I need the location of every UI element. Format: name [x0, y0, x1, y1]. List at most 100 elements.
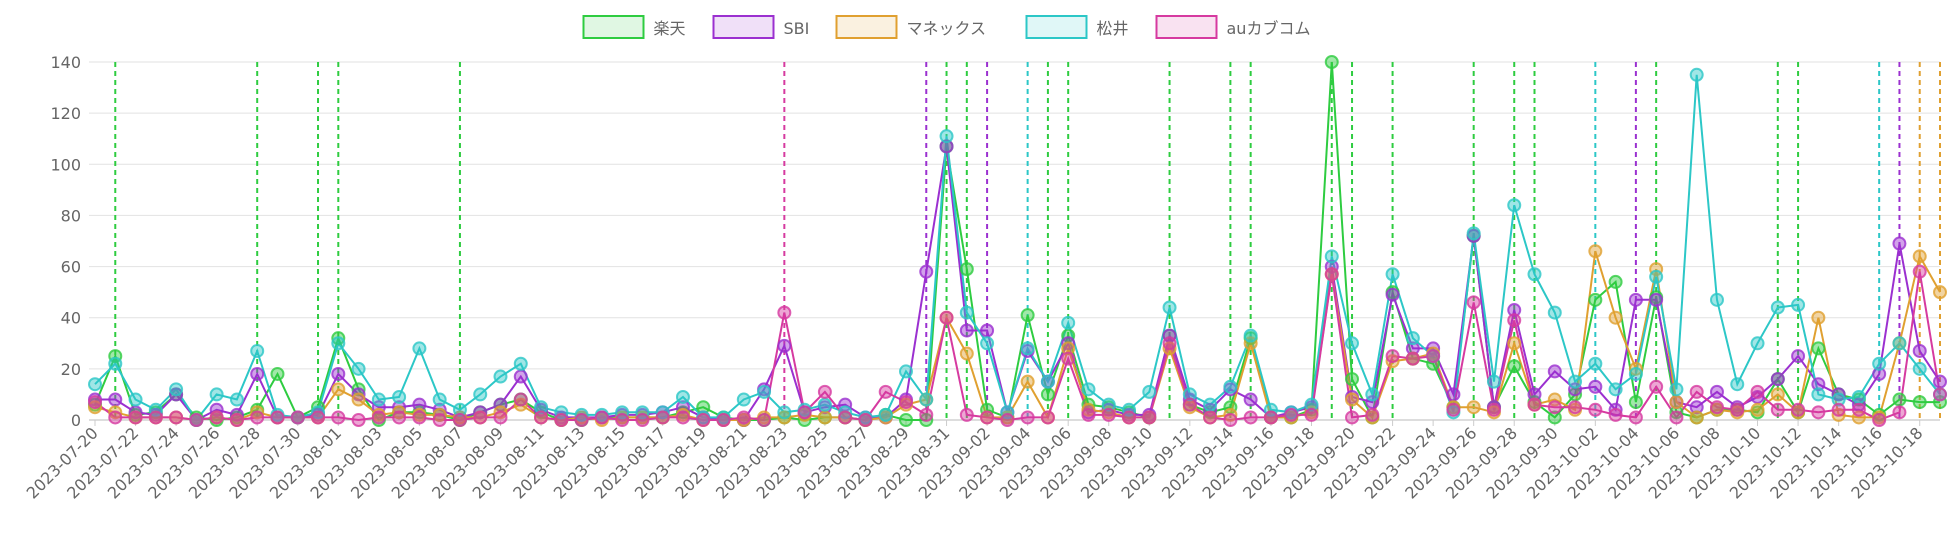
legend-label: auカブコム: [1227, 19, 1311, 38]
data-point: [1101, 397, 1116, 412]
data-point: [1568, 374, 1583, 389]
legend-swatch: [835, 15, 898, 39]
data-point: [1669, 395, 1684, 410]
data-point: [919, 264, 934, 279]
data-point: [1101, 407, 1116, 422]
data-point: [290, 410, 305, 425]
data-point: [513, 356, 528, 371]
data-point: [392, 410, 407, 425]
data-point: [1243, 328, 1258, 343]
data-point: [898, 364, 913, 379]
data-point: [1933, 285, 1947, 300]
data-point: [1324, 267, 1339, 282]
data-point: [1020, 374, 1035, 389]
data-point: [1243, 410, 1258, 425]
data-point: [1568, 400, 1583, 415]
legend-swatch: [582, 15, 645, 39]
data-point: [250, 366, 265, 381]
data-point: [959, 346, 974, 361]
data-point: [939, 310, 954, 325]
data-point: [371, 410, 386, 425]
data-point: [1527, 397, 1542, 412]
data-point: [655, 410, 670, 425]
data-point: [513, 392, 528, 407]
data-point: [757, 413, 772, 427]
data-point: [270, 410, 285, 425]
data-point: [1081, 407, 1096, 422]
data-point: [1142, 410, 1157, 425]
data-point: [169, 382, 184, 397]
data-point: [1709, 384, 1724, 399]
data-point: [1791, 402, 1806, 417]
data-point: [392, 389, 407, 404]
data-point: [980, 410, 995, 425]
data-point: [817, 384, 832, 399]
data-point: [473, 410, 488, 425]
data-point: [1020, 308, 1035, 323]
data-point: [1831, 392, 1846, 407]
data-point: [1466, 400, 1481, 415]
data-point: [1709, 400, 1724, 415]
data-point: [1912, 343, 1927, 358]
data-point: [1872, 413, 1887, 427]
data-point: [1608, 407, 1623, 422]
data-point: [88, 377, 102, 392]
data-point: [1527, 267, 1542, 282]
data-point: [1750, 384, 1765, 399]
data-point: [1446, 387, 1461, 402]
legend-swatch: [1025, 15, 1088, 39]
data-point: [1324, 249, 1339, 264]
legend-label: 松井: [1097, 19, 1129, 38]
data-point: [1649, 379, 1664, 394]
data-point: [1791, 349, 1806, 364]
data-point: [108, 356, 123, 371]
data-point: [716, 413, 731, 427]
data-point: [1040, 410, 1055, 425]
data-point: [452, 413, 467, 427]
data-point: [1912, 395, 1927, 410]
data-point: [1081, 382, 1096, 397]
data-point: [1912, 249, 1927, 264]
data-point: [1608, 382, 1623, 397]
data-point: [331, 410, 346, 425]
data-point: [1365, 407, 1380, 422]
data-point: [452, 402, 467, 417]
data-point: [1628, 395, 1643, 410]
data-point: [858, 413, 873, 427]
y-tick-label: 100: [50, 155, 81, 174]
data-point: [1486, 402, 1501, 417]
data-point: [1507, 303, 1522, 318]
data-point: [1142, 384, 1157, 399]
data-point: [473, 387, 488, 402]
data-point: [1588, 379, 1603, 394]
data-point: [919, 392, 934, 407]
data-point: [1750, 336, 1765, 351]
data-point: [1304, 397, 1319, 412]
data-point: [432, 413, 447, 427]
y-tick-label: 40: [61, 309, 81, 328]
data-point: [959, 262, 974, 277]
data-point: [1770, 372, 1785, 387]
data-point: [331, 366, 346, 381]
data-point: [1709, 292, 1724, 307]
data-point: [635, 413, 650, 427]
data-point: [1385, 287, 1400, 302]
data-point: [371, 392, 386, 407]
data-point: [777, 405, 792, 420]
data-point: [594, 410, 609, 425]
y-tick-label: 120: [50, 104, 81, 123]
data-point: [1892, 392, 1907, 407]
data-point: [1486, 374, 1501, 389]
data-point: [1405, 351, 1420, 366]
data-point: [534, 400, 549, 415]
data-point: [898, 395, 913, 410]
data-point: [1426, 349, 1441, 364]
data-point: [412, 341, 427, 356]
data-point: [1182, 387, 1197, 402]
data-point: [1385, 349, 1400, 364]
data-point: [351, 413, 366, 427]
data-point: [229, 413, 244, 427]
data-point: [432, 392, 447, 407]
data-point: [1750, 402, 1765, 417]
